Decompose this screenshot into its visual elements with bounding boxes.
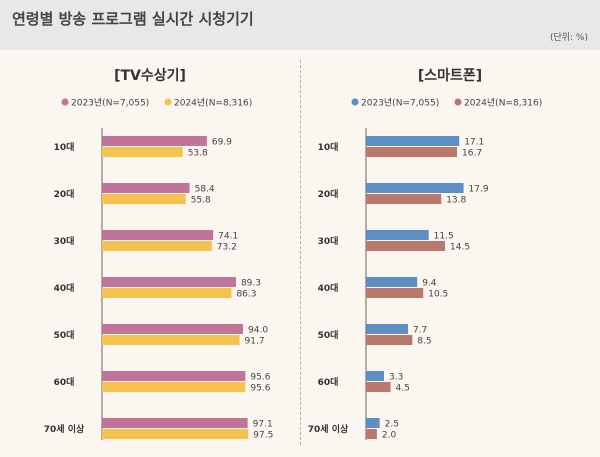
tv-chart-title: [TV수상기] (114, 68, 186, 84)
phone-legend-marker-2 (454, 98, 462, 106)
phone-data-label-s1: 17.1 (464, 138, 484, 148)
unit-label: (단위: %) (549, 33, 588, 43)
tv-data-label-s1: 89.3 (241, 279, 261, 289)
phone-data-label-s2: 16.7 (462, 149, 482, 159)
tv-chart: [TV수상기] 2023년(N=7,055) 2024년(N=8,316) 10대 69… (44, 68, 274, 441)
tv-data-label-s1: 69.9 (212, 138, 232, 148)
phone-category-label: 50대 (318, 329, 339, 341)
tv-data-label-s2: 97.5 (253, 431, 273, 441)
phone-data-label-s1: 17.9 (469, 185, 489, 195)
phone-data-label-s1: 9.4 (422, 279, 437, 289)
phone-bar-s1 (366, 277, 418, 287)
tv-bar-s1 (102, 277, 236, 287)
tv-data-label-s1: 74.1 (218, 232, 238, 242)
tv-legend-label-1: 2023년(N=7,055) (71, 98, 149, 109)
tv-data-label-s2: 95.6 (250, 384, 270, 394)
header-bar: 연령별 방송 프로그램 실시간 시청기기 (단위: %) (0, 0, 600, 50)
tv-legend-marker-2 (164, 98, 172, 106)
phone-bar-s2 (366, 194, 442, 204)
tv-bar-s2 (102, 194, 186, 204)
panel-divider (300, 60, 301, 445)
phone-data-label-s2: 14.5 (450, 243, 470, 253)
tv-bar-s1 (102, 136, 207, 146)
tv-data-label-s2: 53.8 (188, 149, 208, 159)
phone-data-label-s2: 2.0 (382, 431, 397, 441)
phone-bar-s1 (366, 418, 380, 428)
phone-category-label: 20대 (318, 188, 339, 200)
page-title: 연령별 방송 프로그램 실시간 시청기기 (12, 10, 254, 28)
phone-category-label: 30대 (318, 235, 339, 247)
phone-bar-s2 (366, 241, 446, 251)
tv-bar-s1 (102, 418, 248, 428)
phone-bar-s2 (366, 429, 377, 439)
tv-bar-s1 (102, 183, 190, 193)
phone-bar-s2 (366, 147, 458, 157)
tv-category-label: 40대 (54, 282, 75, 294)
tv-category-label: 60대 (54, 376, 75, 388)
tv-bar-s2 (102, 335, 240, 345)
phone-bar-s2 (366, 288, 424, 298)
tv-bar-s1 (102, 371, 246, 381)
tv-bar-s2 (102, 241, 212, 251)
phone-bar-s1 (366, 371, 384, 381)
phone-category-label: 40대 (318, 282, 339, 294)
phone-data-label-s1: 11.5 (434, 232, 454, 242)
tv-category-label: 50대 (54, 329, 75, 341)
tv-data-label-s1: 94.0 (248, 326, 268, 336)
tv-category-label: 70세 이상 (44, 423, 85, 435)
tv-data-label-s2: 73.2 (217, 243, 237, 253)
tv-data-label-s1: 58.4 (195, 185, 215, 195)
phone-bar-s1 (366, 230, 429, 240)
phone-data-label-s1: 7.7 (413, 326, 427, 336)
tv-bar-s2 (102, 147, 183, 157)
phone-data-label-s2: 13.8 (446, 196, 466, 206)
tv-bar-s2 (102, 429, 249, 439)
phone-bar-s2 (366, 335, 413, 345)
tv-category-label: 20대 (54, 188, 75, 200)
phone-bar-s1 (366, 136, 460, 146)
phone-bar-s1 (366, 183, 464, 193)
phone-bar-s1 (366, 324, 408, 334)
phone-legend-label-1: 2023년(N=7,055) (361, 98, 439, 109)
phone-data-label-s2: 8.5 (417, 337, 431, 347)
tv-legend-label-2: 2024년(N=8,316) (174, 98, 252, 109)
phone-data-label-s2: 4.5 (396, 384, 410, 394)
tv-category-label: 30대 (54, 235, 75, 247)
tv-bar-s2 (102, 382, 246, 392)
phone-data-label-s1: 3.3 (389, 373, 403, 383)
tv-data-label-s1: 97.1 (253, 420, 273, 430)
phone-legend-marker-1 (351, 98, 359, 106)
tv-data-label-s1: 95.6 (250, 373, 270, 383)
phone-chart-title: [스마트폰] (418, 68, 482, 84)
phone-bar-s2 (366, 382, 391, 392)
phone-category-label: 70세 이상 (308, 423, 349, 435)
phone-category-label: 10대 (318, 141, 339, 153)
phone-data-label-s2: 10.5 (428, 290, 448, 300)
tv-legend-marker-1 (61, 98, 69, 106)
phone-legend-label-2: 2024년(N=8,316) (464, 98, 542, 109)
phone-data-label-s1: 2.5 (385, 420, 399, 430)
tv-data-label-s2: 55.8 (191, 196, 211, 206)
tv-data-label-s2: 91.7 (245, 337, 265, 347)
tv-category-label: 10대 (54, 141, 75, 153)
tv-bar-s1 (102, 324, 243, 334)
tv-bar-s2 (102, 288, 232, 298)
tv-bar-s1 (102, 230, 214, 240)
tv-data-label-s2: 86.3 (236, 290, 256, 300)
phone-category-label: 60대 (318, 376, 339, 388)
